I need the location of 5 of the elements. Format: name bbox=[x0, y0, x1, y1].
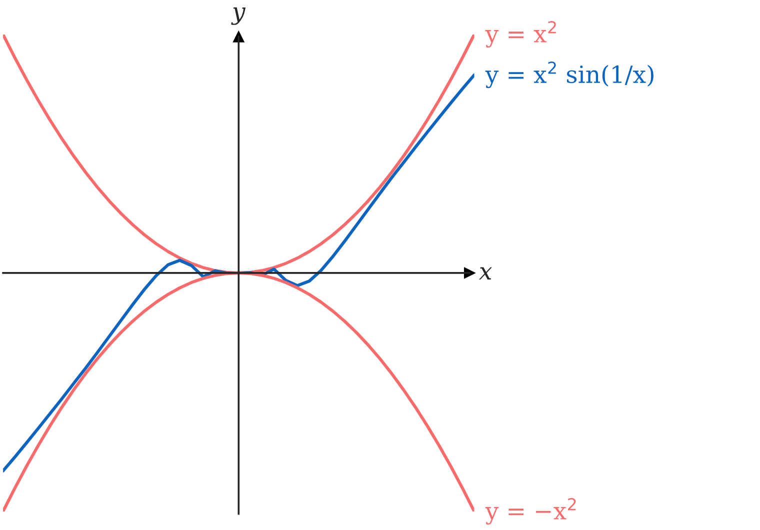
y-axis-title: y bbox=[231, 7, 246, 25]
x-axis-title: x bbox=[479, 267, 492, 280]
series-label: y = x$^{2}$ sin(1/x) bbox=[485, 62, 654, 88]
series-label: y = x$^{2}$ bbox=[485, 20, 556, 48]
series-label: y = −x$^{2}$ bbox=[485, 498, 576, 525]
